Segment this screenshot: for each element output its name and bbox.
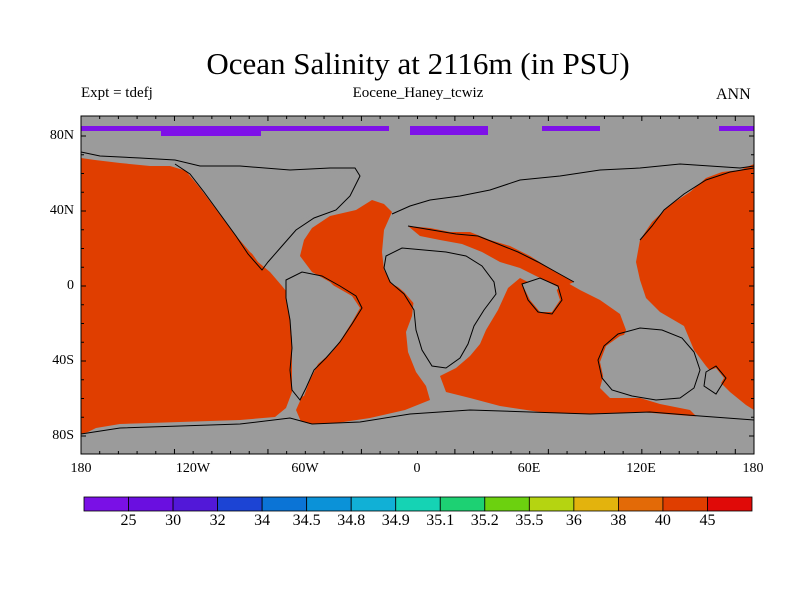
map-title: Ocean Salinity at 2116m (in PSU) [206,46,630,81]
coastlines [80,151,755,435]
lon-tick-label-60e: 60E [517,461,541,476]
lon-tick-label-0: 0 [413,461,421,476]
colorbar-label: 40 [654,512,671,529]
lon-tick-label-120w: 120W [175,461,211,476]
colorbar-label: 34.5 [292,512,321,529]
colorbar-swatch [306,496,352,512]
colorbar-swatch [439,496,486,512]
lat-tick-label-40n: 40N [49,203,74,218]
season-label: ANN [716,86,751,103]
colorbar-swatch [128,496,174,512]
indian-ocean [440,278,700,420]
colorbar-swatch [217,496,263,512]
colorbar-swatch [395,496,441,512]
colorbar-swatch [528,496,575,512]
colorbar-swatch [350,496,397,512]
lat-tick-label-0: 0 [67,278,74,293]
experiment-label: Expt = tdefj [81,85,153,101]
colorbar-swatch [707,496,753,512]
lon-tick-label-120e: 120E [626,461,656,476]
colorbar-swatch [261,496,308,512]
lat-tick-label-80n: 80N [49,128,74,143]
colorbar-swatch [172,496,218,512]
colorbar [83,496,753,512]
atlantic-ocean [296,200,430,424]
colorbar-swatch [83,496,129,512]
arctic-low-salinity [81,126,754,136]
colorbar-swatch [484,496,530,512]
south-america-land [286,274,360,398]
colorbar-label: 35.1 [426,512,455,529]
colorbar-label: 34.8 [337,512,366,529]
pacific-ocean-west [81,158,298,434]
colorbar-label: 34.9 [381,512,410,529]
lon-tick-label-60w: 60W [291,461,319,476]
colorbar-swatch [618,496,664,512]
run-name-label: Eocene_Haney_tcwiz [352,85,484,101]
lon-tick-label-180w: 180 [70,461,92,476]
colorbar-label: 45 [699,512,716,529]
africa-land [384,250,498,370]
colorbar-label: 32 [209,512,226,529]
map-panel [80,115,755,455]
axis-tick-marks [80,116,755,454]
colorbar-swatch [662,496,708,512]
lon-tick-label-180e: 180 [742,461,764,476]
antarctica-land [81,410,754,454]
tethys-seaway [408,226,574,288]
lat-tick-label-40s: 40S [52,353,74,368]
colorbar-label: 34 [254,512,271,529]
lat-tick-label-80s: 80S [52,428,74,443]
colorbar-label: 35.2 [470,512,499,529]
pacific-ocean-east [636,164,754,410]
australia-land [600,330,698,398]
colorbar-label: 25 [120,512,137,529]
india-land [522,280,560,312]
colorbar-label: 30 [165,512,182,529]
colorbar-label: 36 [565,512,582,529]
colorbar-label: 35.5 [515,512,544,529]
colorbar-label: 38 [610,512,627,529]
new-zealand-land [704,368,724,392]
north-america-land [180,164,360,262]
colorbar-swatch [573,496,619,512]
